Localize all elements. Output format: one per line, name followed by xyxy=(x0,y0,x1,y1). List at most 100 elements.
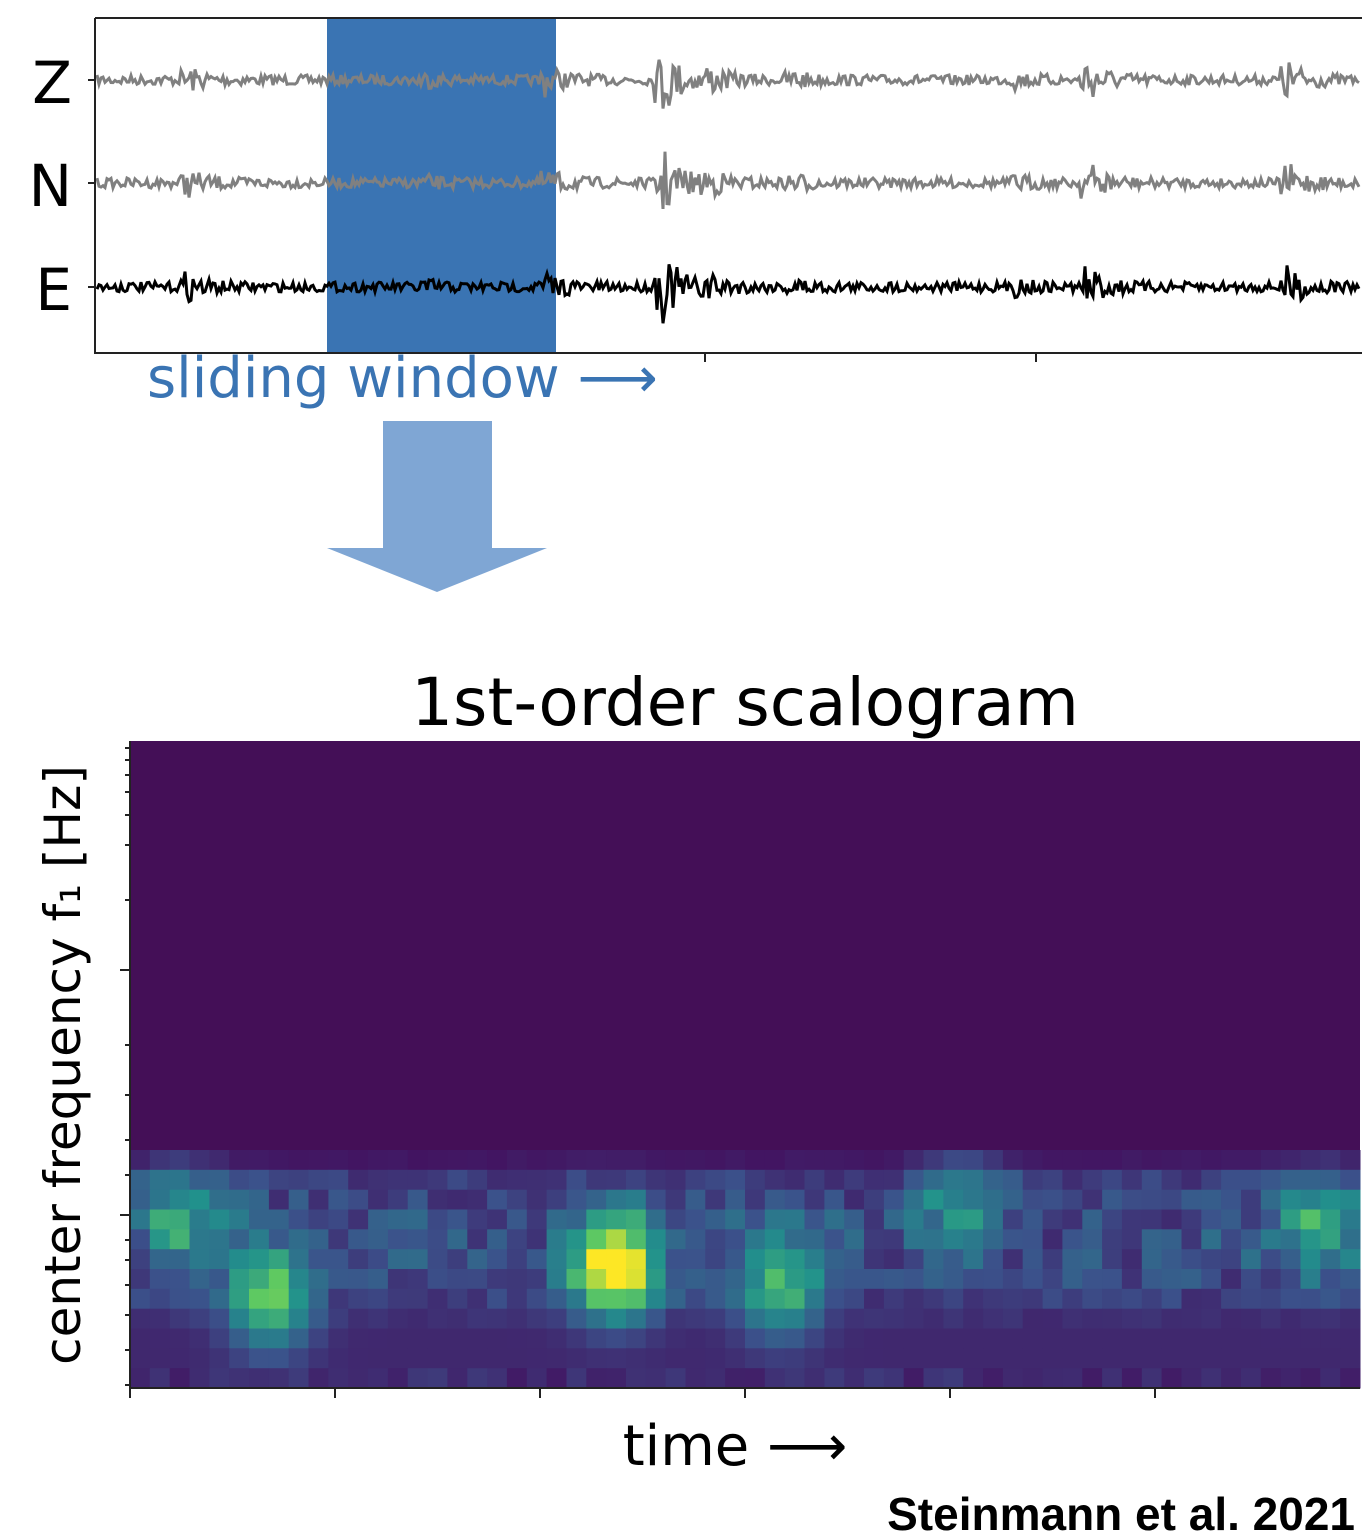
heatmap-cell xyxy=(804,1328,825,1349)
heatmap-cell xyxy=(288,1249,309,1270)
heatmap-cell xyxy=(288,1169,309,1191)
heatmap-cell xyxy=(308,1229,329,1250)
heatmap-cell xyxy=(883,1288,905,1310)
heatmap-cell xyxy=(447,1269,468,1290)
heatmap-cell xyxy=(1082,1308,1103,1329)
heatmap-cell xyxy=(467,1229,488,1250)
heatmap-cell xyxy=(824,1169,845,1191)
heatmap-cell xyxy=(189,1189,210,1210)
heatmap-cell xyxy=(903,1229,924,1250)
heatmap-cell xyxy=(467,1150,488,1171)
heatmap-cell xyxy=(1280,1368,1301,1389)
heatmap-cell xyxy=(1102,1189,1123,1210)
heatmap-cell xyxy=(645,1209,667,1230)
heatmap-cell xyxy=(407,1269,428,1290)
heatmap-cell xyxy=(566,1288,587,1310)
heatmap-cell xyxy=(467,1288,488,1310)
heatmap-cell xyxy=(487,1249,508,1270)
heatmap-cell xyxy=(1201,1269,1222,1290)
heatmap-cell xyxy=(983,1308,1004,1329)
heatmap-cell xyxy=(506,1229,528,1250)
heatmap-cell xyxy=(1121,1288,1143,1310)
heatmap-cell xyxy=(784,1328,805,1349)
heatmap-cell xyxy=(1062,1229,1083,1250)
heatmap-cell xyxy=(268,1269,290,1290)
heatmap-cell xyxy=(1221,1348,1242,1369)
heatmap-cell xyxy=(824,1249,845,1270)
heatmap-cell xyxy=(963,1209,984,1230)
heatmap-cell xyxy=(526,1189,548,1210)
heatmap-cell xyxy=(169,1269,190,1290)
heatmap-cell xyxy=(983,1209,1004,1230)
heatmap-cell xyxy=(903,1368,924,1389)
heatmap-cell xyxy=(606,1269,627,1290)
heatmap-cell xyxy=(229,1348,250,1369)
heatmap-cell xyxy=(1042,1368,1063,1389)
heatmap-cell xyxy=(1300,1189,1321,1210)
heatmap-cell xyxy=(963,1368,984,1389)
heatmap-cell xyxy=(1022,1348,1043,1369)
heatmap-cell xyxy=(268,1308,290,1329)
heatmap-cell xyxy=(943,1209,964,1230)
heatmap-cell xyxy=(745,1368,766,1389)
heatmap-cell xyxy=(685,1249,706,1270)
heatmap-cell xyxy=(764,1189,786,1210)
heatmap-cell xyxy=(209,1269,230,1290)
heatmap-cell xyxy=(824,1269,845,1290)
heatmap-cell xyxy=(626,1328,647,1349)
heatmap-cell xyxy=(586,1209,607,1230)
heatmap-cell xyxy=(764,1348,786,1369)
heatmap-cell xyxy=(189,1368,210,1389)
heatmap-cell xyxy=(189,1150,210,1171)
heatmap-cell xyxy=(586,1150,607,1171)
heatmap-cell xyxy=(308,1368,329,1389)
heatmap-cell xyxy=(1121,1189,1143,1210)
heatmap-cell xyxy=(864,1169,885,1191)
heatmap-cell xyxy=(308,1328,329,1349)
heatmap-cell xyxy=(685,1368,706,1389)
heatmap-cell xyxy=(387,1348,409,1369)
heatmap-cell xyxy=(348,1368,369,1389)
heatmap-cell xyxy=(368,1288,389,1310)
heatmap-cell xyxy=(705,1209,726,1230)
heatmap-cell xyxy=(1002,1269,1024,1290)
heatmap-cell xyxy=(923,1328,944,1349)
heatmap-cell xyxy=(1241,1249,1262,1270)
heatmap-cell xyxy=(1102,1308,1123,1329)
heatmap-cell xyxy=(328,1169,349,1191)
heatmap-cell xyxy=(844,1169,865,1191)
heatmap-cell xyxy=(645,1368,667,1389)
heatmap-cell xyxy=(348,1150,369,1171)
heatmap-cell xyxy=(586,1328,607,1349)
heatmap-cell xyxy=(447,1169,468,1191)
heatmap-cell xyxy=(665,1189,686,1210)
heatmap-cell xyxy=(1002,1169,1024,1191)
heatmap-cell xyxy=(130,1209,151,1230)
heatmap-cell xyxy=(348,1189,369,1210)
heatmap-cell xyxy=(903,1328,924,1349)
scalogram-ticks xyxy=(120,747,1156,1398)
heatmap-cell xyxy=(387,1249,409,1270)
heatmap-cell xyxy=(745,1229,766,1250)
heatmap-cell xyxy=(685,1229,706,1250)
heatmap-cell xyxy=(983,1249,1004,1270)
heatmap-cell xyxy=(1340,1269,1361,1290)
heatmap-cell xyxy=(903,1348,924,1369)
heatmap-cell xyxy=(1260,1288,1282,1310)
heatmap-cell xyxy=(487,1269,508,1290)
heatmap-cell xyxy=(467,1348,488,1369)
heatmap-cell xyxy=(368,1249,389,1270)
heatmap-cell xyxy=(566,1189,587,1210)
heatmap-cell xyxy=(328,1209,349,1230)
heatmap-cell xyxy=(665,1209,686,1230)
heatmap-cell xyxy=(566,1308,587,1329)
heatmap-cell xyxy=(368,1269,389,1290)
heatmap-cell xyxy=(1260,1249,1282,1270)
heatmap-cell xyxy=(1340,1348,1361,1369)
heatmap-cell xyxy=(288,1348,309,1369)
heatmap-cell xyxy=(626,1288,647,1310)
heatmap-cell xyxy=(983,1328,1004,1349)
heatmap-cell xyxy=(1161,1269,1182,1290)
heatmap-cell xyxy=(169,1348,190,1369)
heatmap-cell xyxy=(1320,1328,1341,1349)
